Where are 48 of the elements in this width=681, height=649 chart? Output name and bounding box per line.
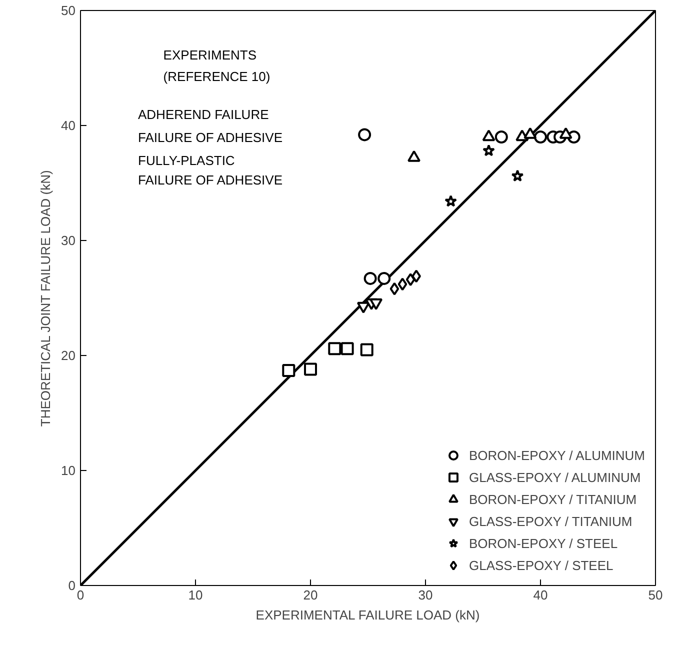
annotation: FAILURE OF ADHESIVE (138, 172, 283, 188)
y-tick-label: 10 (61, 463, 76, 478)
point (390, 282, 400, 296)
annotation: ADHEREND FAILURE (138, 107, 270, 122)
legend-label: GLASS-EPOXY / STEEL (468, 558, 614, 572)
legend-label: GLASS-EPOXY / ALUMINUM (468, 470, 641, 484)
point (511, 170, 524, 182)
point (406, 273, 416, 286)
x-tick-label: 10 (188, 588, 203, 602)
x-tick-label: 30 (418, 588, 433, 602)
x-tick-label: 50 (648, 588, 663, 602)
point (559, 127, 572, 139)
legend-label: BORON-EPOXY / TITANIUM (468, 492, 637, 506)
x-axis-title: EXPERIMENTAL FAILURE LOAD (kN) (256, 608, 480, 622)
point (282, 364, 296, 377)
x-tick-label: 40 (533, 588, 548, 602)
y-tick-label: 50 (61, 3, 76, 18)
annotation: FAILURE OF ADHESIVE (138, 130, 283, 146)
legend-label: BORON-EPOXY / ALUMINUM (468, 448, 645, 462)
point (412, 270, 421, 283)
point (524, 127, 537, 139)
y-tick-label: 20 (61, 348, 76, 363)
point (304, 362, 317, 376)
point (340, 342, 354, 356)
point (364, 272, 377, 285)
annotation: FULLY-PLASTIC (138, 153, 235, 168)
point (482, 130, 496, 142)
point (534, 130, 547, 144)
point (370, 298, 383, 310)
point (398, 278, 408, 291)
annotation: (REFERENCE 10) (163, 69, 270, 84)
x-tick-label: 20 (303, 588, 318, 602)
legend-label: BORON-EPOXY / STEEL (468, 536, 618, 550)
point (408, 150, 420, 162)
y-tick-label: 40 (61, 118, 76, 133)
y-axis-title: THEORETICAL JOINT FAILURE LOAD (kN) (38, 170, 54, 427)
point (360, 343, 374, 356)
point (444, 194, 458, 207)
y-tick-label: 30 (61, 233, 76, 248)
point (482, 144, 495, 156)
point (356, 302, 370, 314)
point (358, 128, 372, 142)
legend-label: GLASS-EPOXY / TITANIUM (468, 514, 632, 528)
point (378, 272, 391, 285)
point (328, 342, 342, 356)
y-tick-label: 0 (68, 578, 76, 593)
point (494, 130, 508, 144)
annotation: EXPERIMENTS (163, 47, 257, 62)
